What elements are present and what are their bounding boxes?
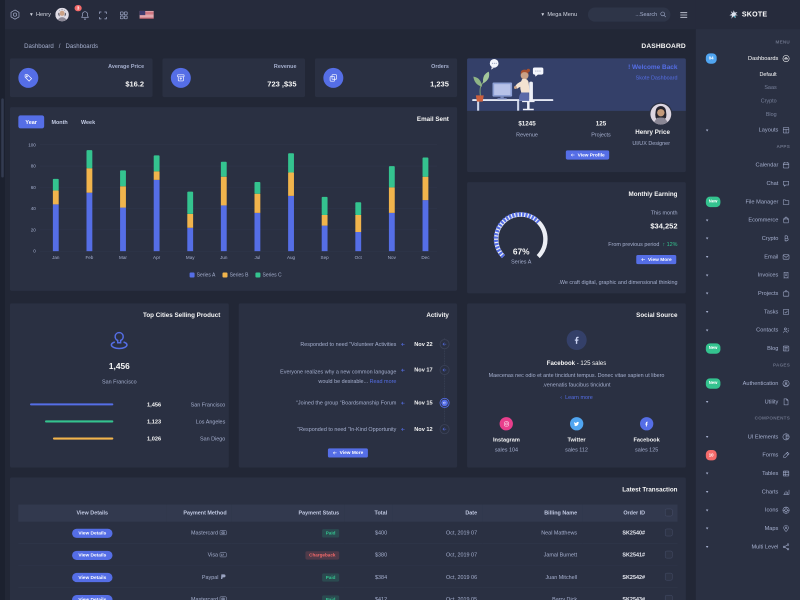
svg-text:Series A: Series A — [511, 259, 532, 265]
svg-text:Jul: Jul — [254, 255, 260, 260]
svg-text:Jun: Jun — [220, 255, 228, 260]
svg-text:Series A: Series A — [197, 273, 216, 279]
svg-text:Dec: Dec — [421, 255, 430, 260]
svg-text:67%: 67% — [513, 247, 530, 257]
svg-text:Apr: Apr — [153, 255, 161, 260]
svg-text:60: 60 — [31, 185, 37, 190]
svg-text:Series C: Series C — [263, 273, 283, 279]
svg-text:100: 100 — [28, 142, 36, 147]
svg-text:40: 40 — [31, 206, 37, 211]
svg-text:Oct: Oct — [355, 255, 363, 260]
svg-text:Feb: Feb — [85, 255, 93, 260]
svg-text:Nov: Nov — [388, 255, 397, 260]
svg-text:May: May — [186, 255, 195, 260]
svg-text:20: 20 — [31, 227, 37, 232]
svg-text:Mar: Mar — [119, 255, 127, 260]
svg-text:Series B: Series B — [230, 273, 250, 279]
svg-text:Jan: Jan — [52, 255, 60, 260]
svg-text:80: 80 — [31, 164, 37, 169]
svg-text:0: 0 — [33, 249, 36, 254]
svg-text:Aug: Aug — [287, 255, 296, 260]
svg-text:Sep: Sep — [321, 255, 330, 260]
